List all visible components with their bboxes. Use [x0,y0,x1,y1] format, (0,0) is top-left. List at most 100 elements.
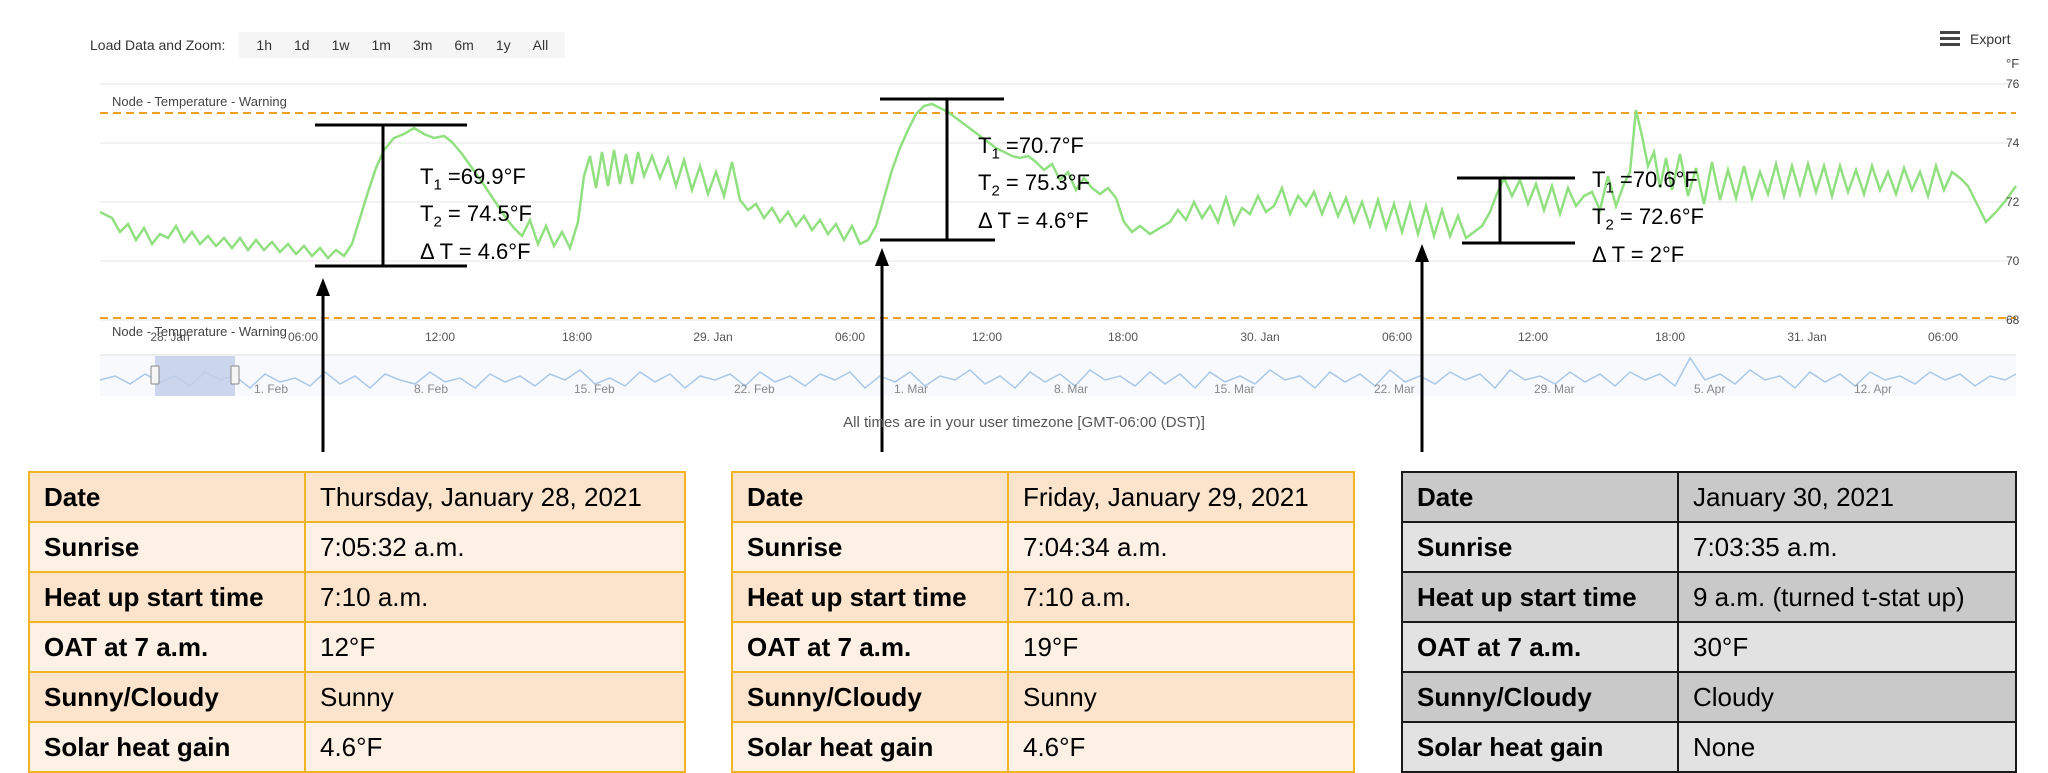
navigator-tick-8-mar: 8. Mar [1054,382,1089,396]
grid-lines [100,83,2016,321]
table-key: Date [28,471,306,523]
table-value: 4.6°F [304,721,686,773]
navigator-tick-22-feb: 22. Feb [734,382,775,396]
table-key: Solar heat gain [28,721,306,773]
arrowhead-3 [1415,244,1429,262]
x-tick-0600-d: 06:00 [1927,330,1959,344]
table-key: Sunny/Cloudy [28,671,306,723]
zoom-label: Load Data and Zoom: [90,37,226,53]
table-row: Sunny/Cloudy Sunny [28,671,686,723]
navigator-tick-5-apr: 5. Apr [1694,382,1726,396]
navigator-tick-1-mar: 1. Mar [894,382,929,396]
table-key: Solar heat gain [731,721,1009,773]
zoom-3m-button[interactable]: 3m [412,37,433,53]
table-key: OAT at 7 a.m. [28,621,306,673]
y-tick-72: 72 [2006,195,2020,209]
table-key: Date [731,471,1009,523]
zoom-1w-button[interactable]: 1w [331,37,350,53]
day-2-table: Date Friday, January 29, 2021 Sunrise 7:04… [731,471,1355,773]
table-row: Sunny/Cloudy Cloudy [1401,671,2017,723]
x-tick-1200-a: 12:00 [424,330,456,344]
annotation-t1-value: =69.9°F [447,164,526,189]
day-3-table: Date January 30, 2021 Sunrise 7:03:35 a.m.… [1401,471,2017,773]
table-row: OAT at 7 a.m. 12°F [28,621,686,673]
table-value: Friday, January 29, 2021 [1007,471,1355,523]
table-key: Heat up start time [28,571,306,623]
navigator-right-handle[interactable] [230,365,240,385]
export-button[interactable]: Export [1940,28,2010,49]
table-row: Date January 30, 2021 [1401,471,2017,523]
annotation-t1-line: T1 =70.7°F [978,133,1084,163]
table-row: Sunrise 7:04:34 a.m. [731,521,1355,573]
y-axis-unit: °F [2006,56,2020,71]
annotation-t2-line: T2 = 75.3°F [978,170,1090,200]
table-row: Heat up start time 7:10 a.m. [731,571,1355,623]
table-value: None [1677,721,2017,773]
table-row: Solar heat gain 4.6°F [28,721,686,773]
x-tick-28-jan: 28. Jan [150,330,190,344]
x-tick-0600-c: 06:00 [1381,330,1413,344]
table-row: OAT at 7 a.m. 30°F [1401,621,2017,673]
x-tick-1200-b: 12:00 [971,330,1003,344]
arrowhead-2 [875,248,889,266]
hamburger-menu-icon[interactable] [1940,28,1960,49]
annotation-t1-line: T1 =69.9°F [420,164,526,194]
table-value: 7:10 a.m. [304,571,686,623]
day-1-table: Date Thursday, January 28, 2021 Sunrise 7:… [28,471,686,773]
table-row: Sunrise 7:03:35 a.m. [1401,521,2017,573]
table-key: Heat up start time [731,571,1009,623]
x-tick-1200-c: 12:00 [1517,330,1549,344]
x-tick-30-jan: 30. Jan [1240,330,1280,344]
annotation-dt-value: Δ T = 4.6°F [978,207,1089,233]
table-key: Sunrise [28,521,306,573]
annotation-t2-line: T2 = 74.5°F [420,201,532,231]
table-key: Solar heat gain [1401,721,1679,773]
table-key: Sunny/Cloudy [1401,671,1679,723]
zoom-1m-button[interactable]: 1m [371,37,391,53]
x-tick-31-jan: 31. Jan [1787,330,1827,344]
annotation-t2-value: = 74.5°F [447,201,532,227]
annotation-dt-value: Δ T = 4.6°F [420,238,531,264]
navigator-tick-22-mar: 22. Mar [1374,382,1415,396]
zoom-6m-button[interactable]: 6m [454,37,474,53]
annotation-dt-value: Δ T = 2°F [1592,241,1685,267]
zoom-toolbar: Load Data and Zoom: 1h 1d 1w 1m 3m 6m 1y… [90,32,566,58]
table-row: Sunny/Cloudy Sunny [731,671,1355,723]
table-key: Sunrise [1401,521,1679,573]
zoom-1y-button[interactable]: 1y [495,37,511,53]
table-value: 7:10 a.m. [1007,571,1355,623]
table-key: Sunny/Cloudy [731,671,1009,723]
table-value: January 30, 2021 [1677,471,2017,523]
zoom-all-button[interactable]: All [532,37,549,53]
y-tick-74: 74 [2006,136,2020,150]
warning-label: Node - Temperature - Warning [112,94,287,109]
table-value: 7:05:32 a.m. [304,521,686,573]
y-tick-76: 76 [2006,77,2020,91]
navigator [99,354,2017,396]
timezone-footer: All times are in your user timezone [GMT… [843,414,1205,431]
table-row: Date Friday, January 29, 2021 [731,471,1355,523]
annotation-t2-line: T2 = 72.6°F [1592,204,1704,234]
table-row: Solar heat gain 4.6°F [731,721,1355,773]
navigator-tick-8-feb: 8. Feb [414,382,449,396]
table-value: 7:04:34 a.m. [1007,521,1355,573]
table-value: Cloudy [1677,671,2017,723]
arrowhead-1 [316,278,330,296]
annotation-day-3: T1 =70.6°F T2 = 72.6°F Δ T = 2°F [1592,165,1704,269]
navigator-series-line [99,356,2017,390]
x-tick-29-jan: 29. Jan [693,330,733,344]
zoom-1h-button[interactable]: 1h [256,37,272,53]
navigator-warning-label: Node - Temperature - Warning [112,324,287,339]
table-value: 7:03:35 a.m. [1677,521,2017,573]
navigator-tick-1-feb: 1. Feb [254,382,289,396]
navigator-selection[interactable] [155,356,235,396]
annotation-day-2: T1 =70.7°F T2 = 75.3°F Δ T = 4.6°F [978,131,1090,235]
x-tick-0600-a: 06:00 [287,330,319,344]
table-row: Sunrise 7:05:32 a.m. [28,521,686,573]
navigator-left-handle[interactable] [150,365,160,385]
table-value: 19°F [1007,621,1355,673]
zoom-1d-button[interactable]: 1d [294,37,310,53]
annotation-t1-line: T1 =70.6°F [1592,167,1698,197]
navigator-tick-15-feb: 15. Feb [574,382,615,396]
table-value: 4.6°F [1007,721,1355,773]
